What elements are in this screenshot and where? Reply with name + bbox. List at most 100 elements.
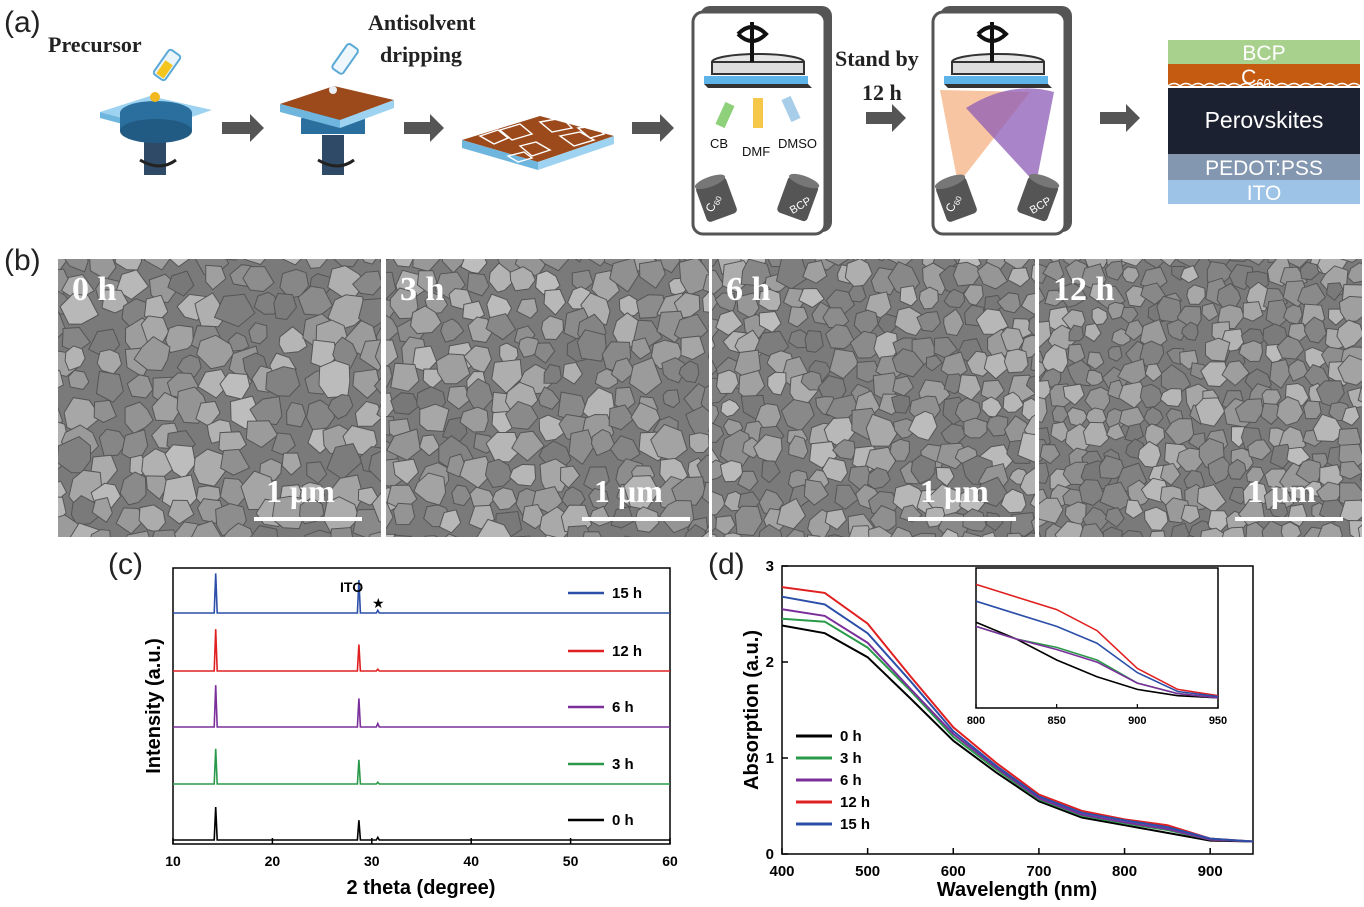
schematic-drawing: CB DMF DMSO C60 BCP C60 BCP BCP C60 Pero… [100, 6, 1361, 236]
xrd-y-axis-label: Intensity (a.u.) [143, 638, 165, 774]
abs-plot-frame [781, 565, 1254, 855]
scale-bar-label: 1 μm [266, 473, 335, 509]
inset-series-line [975, 625, 1219, 699]
abs-y-tick-label: 3 [766, 558, 774, 575]
xrd-legend-label: 12 h [612, 643, 642, 660]
stack-label-bcp: BCP [1242, 42, 1285, 65]
sem-grain-texture [58, 259, 381, 537]
xrd-series-line [173, 629, 670, 672]
solvent-dmso-label: DMSO [778, 136, 817, 151]
stack-label-ito: ITO [1247, 182, 1282, 205]
xrd-x-tick-label: 10 [165, 853, 181, 869]
solvent-cb-label: CB [710, 136, 728, 151]
xrd-series-line [173, 685, 670, 728]
stack-layer-ito [1168, 180, 1360, 204]
flow-arrow-5 [1100, 104, 1140, 132]
stack-layer-bcp [1168, 40, 1360, 64]
scale-bar [582, 517, 690, 521]
scale-bar-label: 1 μm [594, 473, 663, 509]
inset-series-line [975, 583, 1219, 697]
sem-grain-texture [386, 259, 709, 537]
abs-series-line [781, 595, 1254, 843]
xrd-x-tick-label: 30 [364, 853, 380, 869]
pipette-1-icon [152, 48, 182, 82]
flow-arrow-2 [404, 114, 444, 142]
abs-y-tick-label: 1 [766, 750, 774, 767]
stack-layer-pedot [1168, 154, 1360, 180]
abs-series-line [781, 608, 1254, 843]
abs-series-line [781, 624, 1254, 843]
solvent-dmf-label: DMF [742, 144, 770, 159]
spin-coater-1 [100, 92, 212, 175]
panel-label-c: (c) [108, 548, 143, 581]
xrd-x-tick-label: 20 [265, 853, 281, 869]
abs-y-tick-label: 0 [766, 846, 774, 863]
abs-inset-frame [975, 567, 1219, 709]
inset-x-tick-label: 800 [967, 715, 985, 727]
stand-by-label-line2: 12 h [862, 80, 902, 105]
abs-y-tick-label: 2 [766, 654, 774, 671]
abs-x-axis-label: Wavelength (nm) [937, 879, 1097, 901]
sem-image-12h: 12 h 1 μm [1039, 259, 1362, 537]
abs-legend-label: 0 h [840, 728, 862, 745]
xrd-legend-label: 0 h [612, 812, 634, 829]
xrd-plot-frame [172, 567, 671, 845]
abs-series-line [781, 586, 1254, 843]
pipette-2-icon [331, 43, 359, 75]
scale-bar [1235, 517, 1343, 521]
xrd-series-line [173, 748, 670, 785]
xrd-x-axis-label: 2 theta (degree) [347, 877, 496, 899]
stand-by-label-line1: Stand by [835, 46, 919, 71]
abs-legend-label: 6 h [840, 772, 862, 789]
flow-arrow-1 [222, 114, 264, 142]
evaporation-chamber-2 [931, 6, 1072, 236]
source-c60-label-2: C60 [943, 192, 964, 215]
stack-layer-perovskites [1168, 88, 1360, 154]
abs-legend-label: 3 h [840, 750, 862, 767]
sem-time-label: 3 h [400, 271, 445, 308]
sem-image-3h: 3 h 1 μm [386, 259, 709, 537]
evaporation-chamber-1 [691, 6, 832, 236]
xrd-chart: 10 20 30 40 50 60 15 h 12 h 6 h 3 h 0 h ITO ★ 2 t… [143, 567, 678, 899]
xrd-x-tick-label: 50 [563, 853, 579, 869]
abs-x-tick-label: 800 [1112, 863, 1137, 880]
xrd-x-tick-label: 60 [662, 853, 678, 869]
abs-x-tick-label: 400 [769, 863, 794, 880]
xrd-ito-star: ★ [372, 595, 385, 611]
abs-x-tick-label: 700 [1026, 863, 1051, 880]
perovskite-film [462, 116, 614, 170]
xrd-legend-label: 15 h [612, 585, 642, 602]
flow-arrow-4 [866, 104, 906, 132]
scale-bar-label: 1 μm [1247, 473, 1316, 509]
sem-time-label: 12 h [1053, 271, 1115, 308]
sem-image-6h: 6 h 1 μm [712, 259, 1035, 537]
inset-series-line [975, 600, 1219, 698]
sem-image-0h: 0 h 1 μm [58, 259, 381, 537]
scale-bar [254, 517, 362, 521]
panel-label-d: (d) [708, 548, 745, 581]
xrd-x-tick-label: 40 [463, 853, 479, 869]
stack-label-perovskites: Perovskites [1205, 107, 1324, 133]
abs-legend-label: 12 h [840, 794, 870, 811]
inset-x-tick-label: 950 [1209, 715, 1227, 727]
precursor-label: Precursor [48, 32, 142, 57]
xrd-series-line [173, 806, 670, 841]
spin-coater-2 [280, 86, 394, 175]
antisolvent-label-line2: dripping [380, 42, 462, 67]
scale-bar-label: 1 μm [920, 473, 989, 509]
abs-x-tick-label: 500 [855, 863, 880, 880]
sem-time-label: 0 h [72, 271, 117, 308]
panel-label-b: (b) [4, 244, 41, 277]
antisolvent-label-line1: Antisolvent [368, 10, 476, 35]
sem-time-label: 6 h [726, 271, 771, 308]
xrd-ito-annotation: ITO [340, 579, 363, 595]
sem-grain-texture [712, 259, 1035, 537]
precursor-drop [150, 92, 160, 102]
stack-label-c60: C60 [1241, 66, 1271, 91]
scale-bar [908, 517, 1016, 521]
abs-x-tick-label: 900 [1198, 863, 1223, 880]
abs-y-axis-label: Absorption (a.u.) [741, 630, 763, 790]
inset-x-tick-label: 850 [1047, 715, 1065, 727]
stack-layer-c60 [1168, 64, 1360, 86]
flow-arrow-3 [632, 114, 674, 142]
